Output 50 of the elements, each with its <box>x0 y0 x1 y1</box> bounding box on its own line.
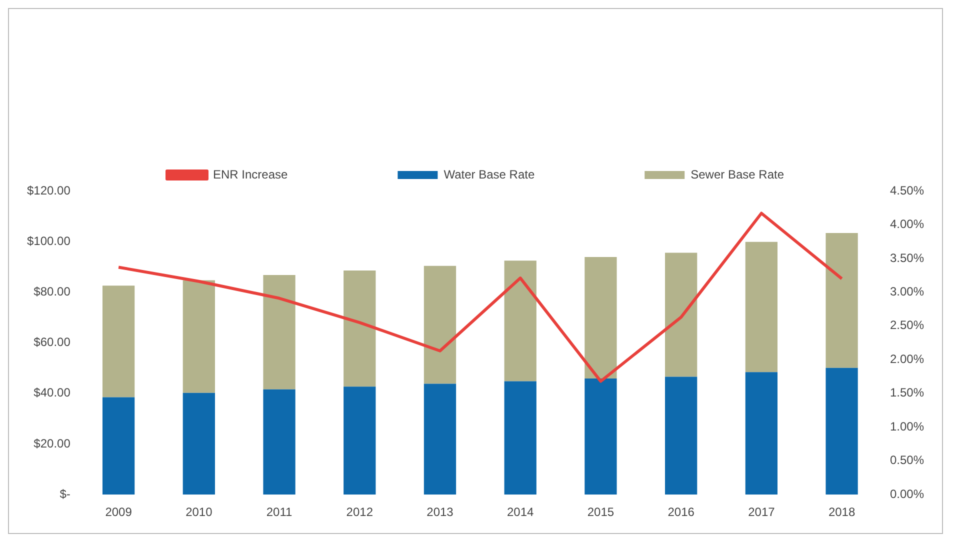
y2-tick-label: 0.50% <box>890 453 924 468</box>
x-tick-label: 2015 <box>587 505 614 520</box>
y2-tick-label: 3.50% <box>890 250 924 265</box>
y2-tick-label: 2.50% <box>890 318 924 332</box>
legend-label: Water Base Rate <box>444 167 535 182</box>
x-tick-label: 2016 <box>668 505 695 520</box>
x-tick-label: 2009 <box>105 505 132 520</box>
y-tick-label: $- <box>60 486 70 501</box>
x-tick-label: 2012 <box>346 505 374 520</box>
x-tick-label: 2011 <box>266 505 292 520</box>
y-tick-label: $120.00 <box>26 183 71 198</box>
y2-tick-label: 1.50% <box>890 386 924 400</box>
y2-tick-label: 3.00% <box>890 284 924 299</box>
bar <box>504 381 536 495</box>
bar <box>182 280 215 393</box>
legend-label: ENR Increase <box>213 167 288 182</box>
bar <box>344 386 376 495</box>
bar <box>584 257 617 378</box>
x-tick-label: 2017 <box>748 505 776 520</box>
bar <box>504 260 536 382</box>
bar <box>182 392 215 495</box>
bar <box>826 233 858 368</box>
bar <box>263 274 296 390</box>
y2-tick-label: 2.00% <box>890 352 924 366</box>
y-tick-label: $60.00 <box>34 335 71 350</box>
y-tick-label: $100.00 <box>26 234 71 248</box>
x-tick-label: 2013 <box>426 505 454 520</box>
y-tick-label: $40.00 <box>34 386 71 400</box>
y2-tick-label: 4.00% <box>890 217 924 232</box>
bar <box>424 266 456 384</box>
bar <box>424 384 456 495</box>
x-tick-label: 2018 <box>828 505 856 520</box>
y2-tick-label: 1.00% <box>890 419 924 434</box>
bar <box>745 372 778 495</box>
y-tick-label: $20.00 <box>34 436 71 450</box>
bar <box>584 378 617 495</box>
legend-label: Sewer Base Rate <box>690 167 784 182</box>
bar <box>745 242 778 372</box>
bar <box>102 286 135 398</box>
bar <box>344 270 376 387</box>
y2-tick-label: 4.50% <box>890 183 924 198</box>
x-tick-label: 2010 <box>186 505 213 520</box>
bar <box>263 389 296 495</box>
bar <box>102 397 135 495</box>
y-tick-label: $80.00 <box>34 284 71 299</box>
bar <box>665 376 698 495</box>
y2-tick-label: 0.00% <box>890 486 924 501</box>
bar <box>665 252 698 377</box>
bar <box>826 368 858 495</box>
x-tick-label: 2014 <box>507 505 534 520</box>
